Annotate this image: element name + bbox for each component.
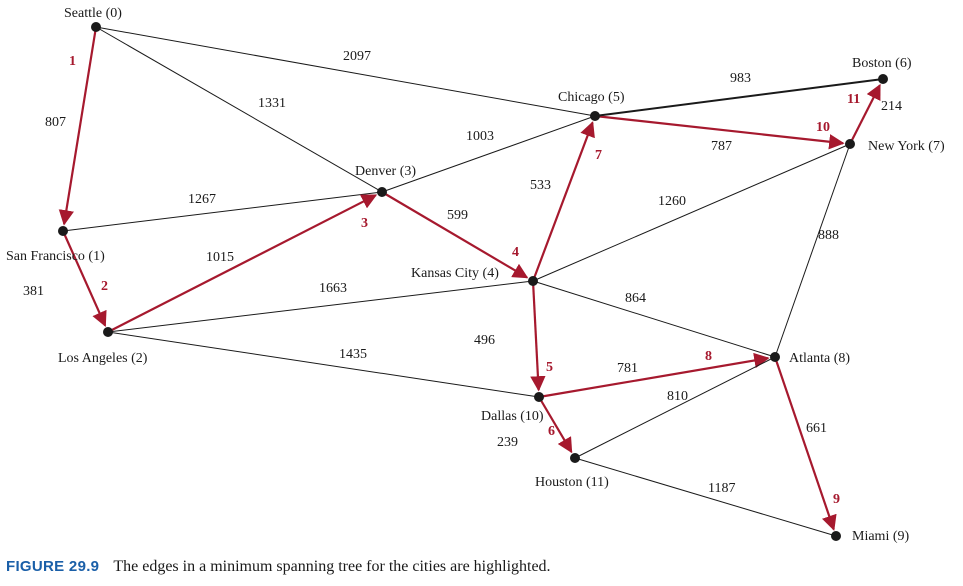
edge-0-3 — [95, 26, 383, 193]
city-label-9: Miami (9) — [852, 529, 909, 544]
edge-4-10-mst — [530, 280, 546, 392]
edge-7-6-mst — [849, 83, 881, 145]
weight-label-7-8: 888 — [818, 228, 839, 243]
mst-order-label-10-11: 6 — [548, 424, 555, 439]
weight-label-0-3: 1331 — [258, 96, 286, 111]
weight-label-4-7: 1260 — [658, 194, 686, 209]
city-label-11: Houston (11) — [535, 475, 609, 490]
city-node-5 — [590, 111, 600, 121]
edge-5-7-mst — [594, 114, 845, 150]
weight-label-10-11: 239 — [497, 435, 518, 450]
edge-8-9-mst — [773, 356, 837, 531]
edge-2-10 — [107, 331, 540, 398]
weight-label-1-2: 381 — [23, 284, 44, 299]
city-label-7: New York (7) — [868, 139, 945, 154]
weight-label-4-8: 864 — [625, 291, 646, 306]
weight-label-0-1: 807 — [45, 115, 66, 130]
edge-2-3-mst — [107, 194, 378, 333]
mst-order-label-10-8: 8 — [705, 349, 712, 364]
city-label-10: Dallas (10) — [481, 409, 544, 424]
weight-label-10-8: 781 — [617, 361, 638, 376]
edge-11-8 — [574, 356, 776, 459]
city-label-4: Kansas City (4) — [411, 266, 499, 281]
mst-order-label-4-10: 5 — [546, 360, 553, 375]
mst-order-label-4-5: 7 — [595, 148, 602, 163]
nodes-layer — [58, 22, 888, 541]
city-label-1: San Francisco (1) — [6, 249, 105, 264]
edge-5-6 — [594, 78, 884, 117]
city-node-9 — [831, 531, 841, 541]
edge-2-4 — [107, 280, 534, 333]
weight-label-5-7: 787 — [711, 139, 732, 154]
edge-3-4-mst — [381, 191, 529, 279]
weight-label-7-6: 214 — [881, 99, 902, 114]
weight-label-3-4: 599 — [447, 208, 468, 223]
figure-label: FIGURE 29.9 — [6, 558, 100, 575]
city-node-1 — [58, 226, 68, 236]
city-label-6: Boston (6) — [852, 56, 912, 71]
city-node-10 — [534, 392, 544, 402]
mst-order-label-5-7: 10 — [816, 120, 830, 135]
weight-label-4-5: 533 — [530, 178, 551, 193]
city-node-6 — [878, 74, 888, 84]
figure-caption: FIGURE 29.9 The edges in a minimum spanni… — [6, 558, 551, 576]
city-node-8 — [770, 352, 780, 362]
weight-label-1-3: 1267 — [188, 192, 216, 207]
edge-4-7 — [532, 143, 851, 282]
weight-label-2-10: 1435 — [339, 347, 367, 362]
city-node-0 — [91, 22, 101, 32]
city-label-5: Chicago (5) — [558, 90, 625, 105]
weight-label-2-4: 1663 — [319, 281, 347, 296]
city-node-11 — [570, 453, 580, 463]
weight-label-3-5: 1003 — [466, 129, 494, 144]
city-node-4 — [528, 276, 538, 286]
edge-0-5 — [95, 26, 596, 117]
edge-1-2-mst — [61, 230, 107, 328]
city-node-3 — [377, 187, 387, 197]
edge-1-3 — [62, 191, 383, 232]
mst-order-label-2-3: 3 — [361, 216, 368, 231]
edge-3-5 — [381, 115, 596, 193]
mst-order-label-3-4: 4 — [512, 245, 519, 260]
city-label-2: Los Angeles (2) — [58, 351, 148, 366]
weight-label-11-9: 1187 — [708, 481, 735, 496]
labels-layer: 807 1 1331 2097 381 2 1267 1015 3 1663 1435 599 4 100… — [6, 6, 945, 544]
weight-label-11-8: 810 — [667, 389, 688, 404]
city-label-3: Denver (3) — [355, 164, 416, 179]
edge-11-9 — [574, 457, 837, 537]
city-label-0: Seattle (0) — [64, 6, 122, 21]
city-node-2 — [103, 327, 113, 337]
edge-10-11-mst — [538, 396, 573, 454]
city-node-7 — [845, 139, 855, 149]
weight-label-4-10: 496 — [474, 333, 495, 348]
city-label-8: Atlanta (8) — [789, 351, 850, 366]
caption-text: The edges in a minimum spanning tree for… — [113, 558, 551, 575]
mst-order-label-1-2: 2 — [101, 279, 108, 294]
edge-0-1-mst — [58, 26, 98, 226]
mst-graph: 807 1 1331 2097 381 2 1267 1015 3 1663 1435 599 4 100… — [6, 6, 945, 544]
weight-label-8-9: 661 — [806, 421, 827, 436]
weight-label-5-6: 983 — [730, 71, 751, 86]
mst-order-label-8-9: 9 — [833, 492, 840, 507]
mst-order-label-7-6: 11 — [847, 92, 860, 107]
mst-order-label-0-1: 1 — [69, 54, 76, 69]
weight-label-0-5: 2097 — [343, 49, 371, 64]
edge-4-5-mst — [531, 121, 595, 282]
weight-label-2-3: 1015 — [206, 250, 234, 265]
edges-layer — [58, 26, 884, 537]
edge-10-8-mst — [538, 352, 770, 399]
edge-4-8 — [532, 280, 776, 358]
edge-7-8 — [774, 143, 851, 358]
